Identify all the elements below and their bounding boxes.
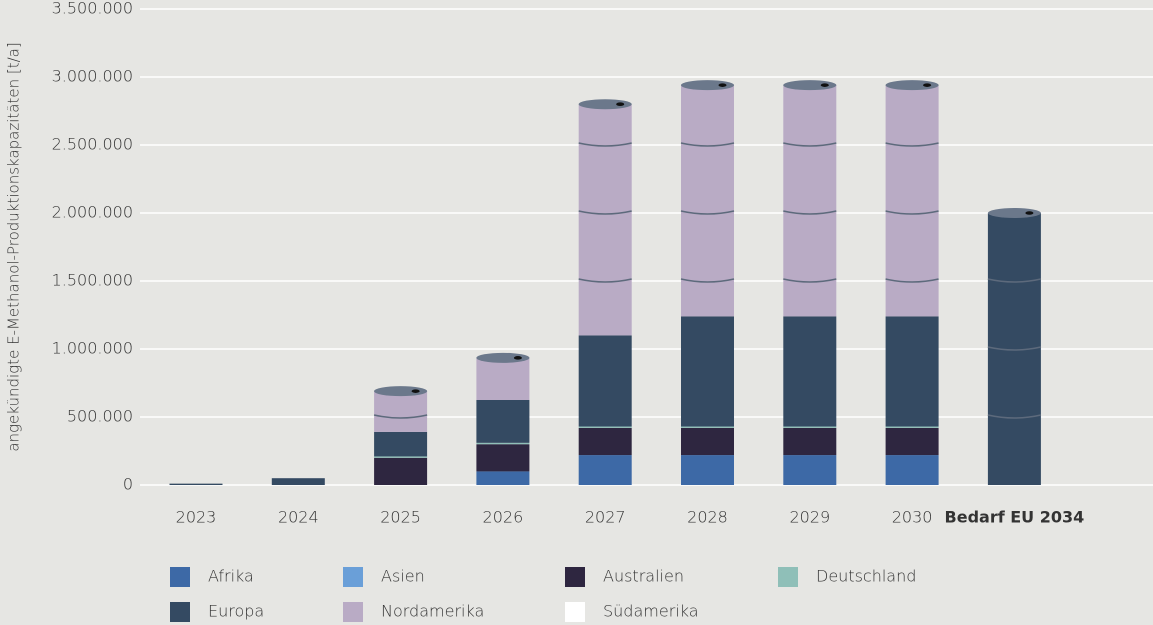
bar-segment — [783, 455, 836, 485]
bar-segment — [681, 455, 734, 485]
bar-segment — [476, 400, 529, 443]
legend-label: Europa — [208, 602, 264, 621]
bar-segment — [681, 316, 734, 426]
legend-label: Deutschland — [816, 567, 916, 586]
bar-segment — [272, 478, 325, 485]
bar-segment — [476, 358, 529, 400]
legend-label: Südamerika — [603, 602, 699, 621]
legend-swatch — [170, 602, 190, 622]
barrel-hole — [821, 83, 829, 87]
y-tick-label: 500.000 — [67, 407, 133, 426]
y-tick-label: 1.000.000 — [52, 339, 133, 358]
bar-segment — [783, 316, 836, 426]
y-axis-title: angekündigte E-Methanol-Produktionskapaz… — [5, 42, 23, 451]
barrel-hole — [1025, 211, 1033, 215]
background — [0, 0, 1153, 625]
bar-segment — [886, 427, 939, 428]
legend-label: Asien — [381, 567, 425, 586]
bar-segment — [579, 455, 632, 485]
bar-segment — [886, 316, 939, 426]
x-tick-label: 2026 — [483, 508, 524, 527]
bar-segment — [374, 458, 427, 485]
x-tick-label: 2024 — [278, 508, 319, 527]
legend-swatch — [343, 567, 363, 587]
bar-segment — [476, 443, 529, 444]
bar-segment — [886, 428, 939, 455]
barrel-hole — [514, 356, 522, 360]
legend-swatch — [565, 567, 585, 587]
bar-segment — [374, 456, 427, 457]
y-tick-label: 0 — [123, 475, 133, 494]
bar-segment — [476, 471, 529, 485]
chart: angekündigte E-Methanol-Produktionskapaz… — [0, 0, 1153, 625]
bar-segment — [783, 428, 836, 455]
bar-segment — [579, 428, 632, 455]
legend-swatch — [565, 602, 585, 622]
bar-segment — [374, 432, 427, 456]
x-tick-label: 2028 — [687, 508, 728, 527]
bar-segment — [783, 427, 836, 428]
legend-label: Nordamerika — [381, 602, 484, 621]
bar-segment — [579, 427, 632, 428]
legend-swatch — [778, 567, 798, 587]
bar-segment — [681, 428, 734, 455]
bar-segment — [579, 104, 632, 335]
bar-segment — [374, 391, 427, 432]
x-tick-label: Bedarf EU 2034 — [945, 508, 1085, 527]
x-tick-label: 2025 — [380, 508, 421, 527]
barrel-hole — [923, 83, 931, 87]
y-tick-label: 3.500.000 — [52, 0, 133, 18]
x-tick-label: 2029 — [789, 508, 830, 527]
x-tick-label: 2023 — [176, 508, 217, 527]
legend-swatch — [170, 567, 190, 587]
legend-label: Afrika — [208, 567, 254, 586]
bar-segment — [170, 484, 223, 485]
barrel-hole — [719, 83, 727, 87]
x-tick-label: 2027 — [585, 508, 626, 527]
y-tick-label: 2.000.000 — [52, 203, 133, 222]
bar-segment — [476, 444, 529, 471]
x-tick-label: 2030 — [892, 508, 933, 527]
bar-segment — [681, 427, 734, 428]
y-tick-label: 2.500.000 — [52, 135, 133, 154]
bar-segment — [579, 335, 632, 426]
legend-swatch — [343, 602, 363, 622]
y-tick-label: 1.500.000 — [52, 271, 133, 290]
y-tick-label: 3.000.000 — [52, 67, 133, 86]
barrel-hole — [616, 102, 624, 106]
barrel-hole — [412, 389, 420, 393]
bar-segment — [886, 455, 939, 485]
legend-label: Australien — [603, 567, 684, 586]
